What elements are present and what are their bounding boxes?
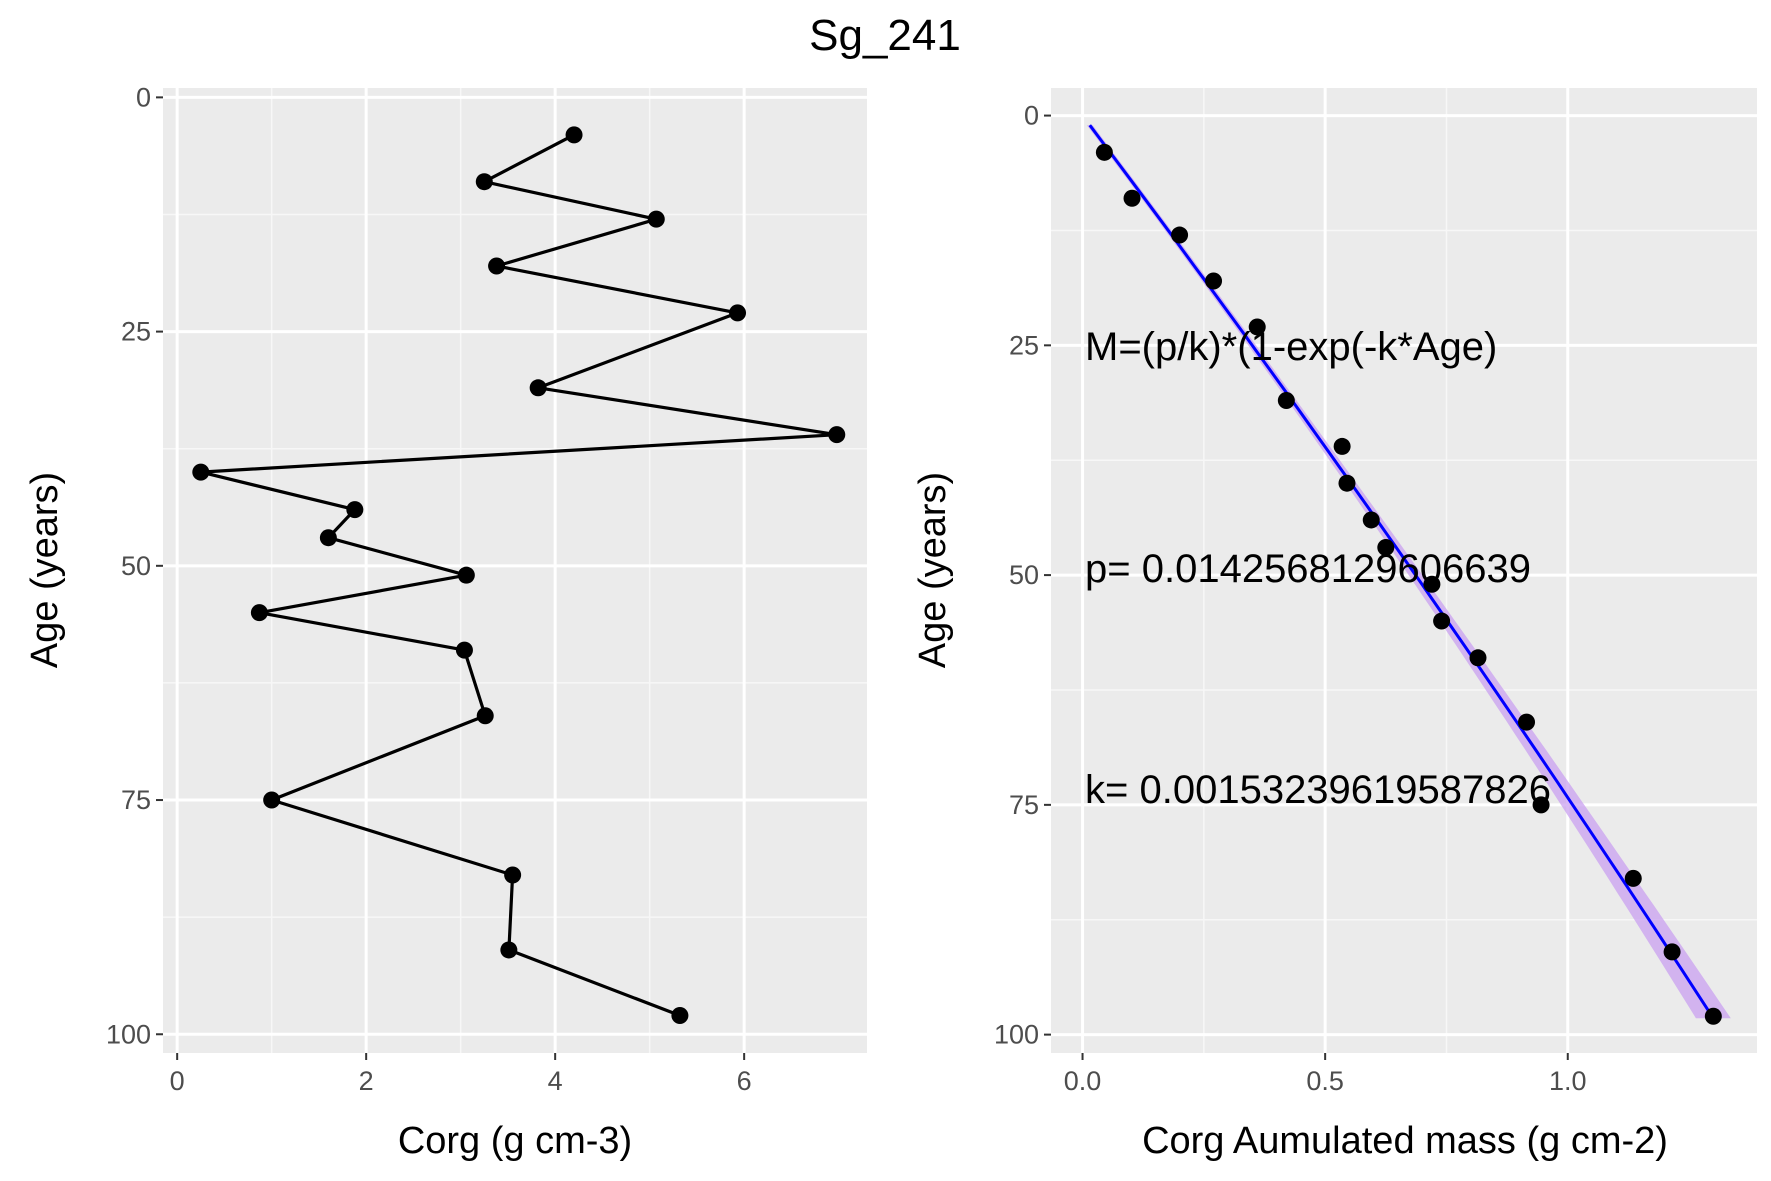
data-point xyxy=(1205,272,1223,290)
x-tick-label: 0 xyxy=(170,1066,185,1096)
series-line xyxy=(199,133,839,1017)
data-point xyxy=(500,941,518,959)
data-point xyxy=(1171,226,1189,244)
data-point xyxy=(346,501,364,519)
x-tick-label: 1.0 xyxy=(1549,1066,1587,1096)
x-axis-label: Corg (g cm-3) xyxy=(398,1120,632,1162)
axes: 0 2 4 6 0 25 50 75 100 xyxy=(106,82,752,1096)
data-point xyxy=(1338,474,1356,492)
data-point xyxy=(647,210,665,228)
fit-curve xyxy=(1088,124,1715,1020)
x-tick-label: 0.0 xyxy=(1064,1066,1102,1096)
series-marks xyxy=(1095,143,1722,1025)
corg-density-panel: 0 2 4 6 0 25 50 75 100 Corg (g cm-3) Age (years) xyxy=(24,82,867,1162)
data-point xyxy=(457,566,475,584)
grid-lines xyxy=(163,88,867,1053)
data-point xyxy=(1248,318,1266,336)
data-point xyxy=(565,126,583,144)
data-point xyxy=(455,641,473,659)
data-point xyxy=(488,257,506,275)
series-marks xyxy=(192,126,846,1025)
data-point xyxy=(1423,575,1441,593)
data-point xyxy=(1095,143,1113,161)
data-point xyxy=(671,1007,689,1025)
corg-accumulated-mass-panel: 0.0 0.5 1.0 0 25 50 75 100 M=(p/k)*(1-exp(-k*Ag… xyxy=(912,88,1757,1162)
data-point xyxy=(476,707,494,725)
data-point xyxy=(319,529,337,547)
x-tick-label: 4 xyxy=(548,1066,563,1096)
x-tick-label: 0.5 xyxy=(1306,1066,1344,1096)
x-axis-label: Corg Aumulated mass (g cm-2) xyxy=(1142,1120,1668,1162)
data-point xyxy=(828,426,846,444)
y-tick-label: 50 xyxy=(1009,560,1039,590)
y-tick-label: 75 xyxy=(1009,790,1039,820)
axes: 0.0 0.5 1.0 0 25 50 75 100 xyxy=(994,101,1587,1096)
y-tick-label: 25 xyxy=(1009,330,1039,360)
y-axis-label: Age (years) xyxy=(912,472,954,668)
data-point xyxy=(1277,391,1295,409)
plot-background xyxy=(163,88,867,1053)
data-point xyxy=(1624,869,1642,887)
y-tick-label: 50 xyxy=(121,551,151,581)
x-tick-label: 6 xyxy=(737,1066,752,1096)
data-point xyxy=(1377,539,1395,557)
data-point xyxy=(729,304,747,322)
fit-parameter-k: k= 0.00153239619587826 xyxy=(1085,768,1551,812)
x-tick-label: 2 xyxy=(359,1066,374,1096)
grid-lines xyxy=(1051,88,1757,1053)
data-point xyxy=(250,604,268,622)
data-point xyxy=(475,173,493,191)
y-axis-label: Age (years) xyxy=(24,472,66,668)
data-point xyxy=(1362,511,1380,529)
fit-equation: M=(p/k)*(1-exp(-k*Age) xyxy=(1085,325,1497,369)
data-point xyxy=(192,463,210,481)
data-point xyxy=(1518,713,1536,731)
fit-confidence-band xyxy=(1086,125,1731,1019)
y-tick-label: 100 xyxy=(994,1020,1039,1050)
fit-line xyxy=(1088,124,1715,1020)
data-point xyxy=(1433,612,1451,630)
data-point xyxy=(1333,437,1351,455)
data-point xyxy=(1663,943,1681,961)
data-point xyxy=(1469,649,1487,667)
y-tick-label: 0 xyxy=(1024,101,1039,131)
chart-title: Sg_241 xyxy=(809,11,961,60)
y-tick-label: 75 xyxy=(121,785,151,815)
data-point xyxy=(504,866,522,884)
data-point xyxy=(1123,189,1141,207)
y-tick-label: 25 xyxy=(121,317,151,347)
data-point xyxy=(1532,796,1550,814)
confidence-band xyxy=(1086,125,1731,1019)
fit-parameter-p: p= 0.0142568129606639 xyxy=(1085,547,1531,591)
data-point xyxy=(529,379,547,397)
data-point xyxy=(263,791,281,809)
data-point xyxy=(1704,1007,1722,1025)
y-tick-label: 100 xyxy=(106,1019,151,1049)
y-tick-label: 0 xyxy=(136,82,151,112)
